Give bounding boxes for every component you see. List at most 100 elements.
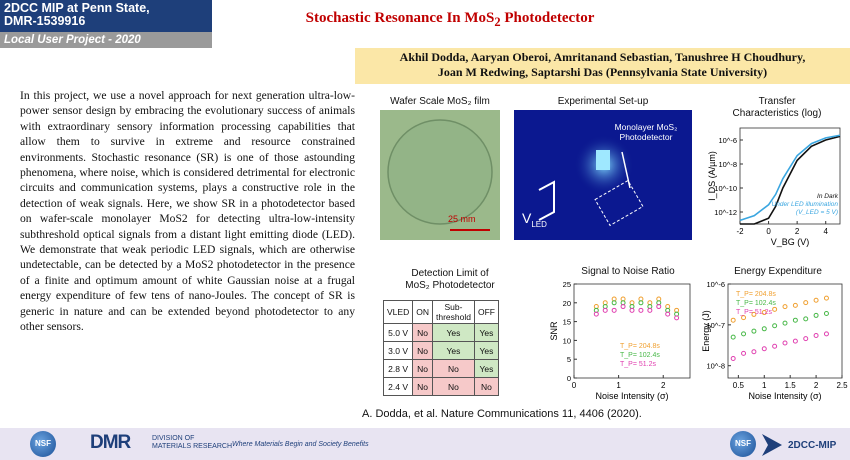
legend-entry: T_P= 204.8s [736, 291, 776, 298]
data-point [741, 315, 747, 321]
cell-on: No [412, 359, 433, 378]
data-point [813, 312, 819, 318]
chart-annotation: (V_LED = 5 V) [796, 209, 838, 216]
x-tick-label: 2 [795, 227, 800, 236]
data-point [782, 340, 788, 346]
x-tick-label: 0 [766, 227, 771, 236]
data-point [823, 310, 829, 316]
data-point [665, 311, 671, 317]
x-tick-label: 2.5 [836, 381, 848, 390]
detector-outline [594, 179, 644, 227]
data-point [782, 320, 788, 326]
data-point [730, 356, 736, 362]
cell-off: No [473, 377, 499, 396]
wafer-scale-label: 25 mm [448, 214, 476, 224]
transfer-label-1: Transfer [758, 96, 796, 107]
data-point [761, 326, 767, 332]
plot-frame [573, 283, 691, 379]
annotation-arrow [621, 151, 631, 189]
data-point [674, 315, 680, 321]
data-point [792, 302, 798, 308]
cell-sub: No [431, 359, 475, 378]
y-tick-label: 20 [563, 299, 571, 308]
x-tick-label: -2 [736, 227, 744, 236]
vled-sub: LED [531, 219, 547, 229]
dmr-subtitle-2: MATERIALS RESEARCH [152, 443, 232, 450]
data-point [751, 349, 757, 355]
badge-project-type: Local User Project - 2020 [0, 32, 212, 48]
cell-sub: No [431, 377, 475, 396]
y-tick-label: 10^-6 [706, 280, 725, 289]
y-tick-label: 10^-8 [718, 160, 737, 169]
x-tick-label: 0.5 [733, 381, 745, 390]
table-row: 2.8 V No No Yes [382, 359, 499, 378]
y-tick-label: 10^-10 [714, 184, 737, 193]
col-subthreshold: Sub-threshold [431, 300, 475, 324]
data-point [647, 307, 653, 313]
data-point [823, 331, 829, 337]
detection-label-1: Detection Limit of [411, 268, 489, 279]
cell-on: No [412, 341, 433, 360]
y-tick-label: 10^-7 [706, 321, 725, 330]
row-vled: 2.4 V [382, 377, 414, 396]
chart-annotation: Under LED illumination [772, 201, 839, 208]
data-point [629, 307, 635, 313]
data-point [823, 295, 829, 301]
data-point [730, 334, 736, 340]
abstract-paragraph: In this project, we use a novel approach… [20, 89, 355, 334]
x-tick-label: 1 [616, 381, 621, 390]
row-vled: 3.0 V [382, 341, 414, 360]
plot-frame [727, 283, 843, 379]
detection-table: VLED ON Sub-threshold OFF 5.0 V No Yes Y… [382, 300, 499, 396]
nsf-logo-left: NSF [30, 431, 56, 457]
y-tick-label: 25 [563, 280, 571, 289]
vled-main: V [522, 210, 532, 226]
data-point [772, 323, 778, 329]
wafer-label: Wafer Scale MoS₂ film [390, 96, 490, 107]
badge-award: DMR-1539916 [4, 14, 86, 28]
authors-line-1: Akhil Dodda, Aaryan Oberoi, Amritanand S… [399, 50, 806, 64]
data-point [803, 336, 809, 342]
y-tick-label: 0 [567, 374, 571, 383]
x-tick-label: 1.5 [785, 381, 797, 390]
table-header-row: VLED ON Sub-threshold OFF [382, 300, 499, 324]
transfer-label: Transfer Characteristics (log) [712, 96, 842, 120]
footer-bar [0, 428, 850, 460]
data-point [803, 316, 809, 322]
snr-label: Signal to Noise Ratio [581, 266, 675, 277]
data-point [761, 310, 767, 316]
table-row: 5.0 V No Yes Yes [382, 323, 499, 342]
energy-chart: 0.5 1 1.5 2 2.5 10^-8 10^-7 10^-6 Noise Intensit… [701, 280, 848, 401]
x-tick-label: 2 [661, 381, 666, 390]
data-point [741, 350, 747, 356]
authors-line-2: Joan M Redwing, Saptarshi Das (Pennsylva… [437, 65, 768, 79]
data-point [638, 300, 644, 306]
data-point [751, 311, 757, 317]
data-point [741, 331, 747, 337]
y-tick-label: 10^-8 [706, 362, 725, 371]
y-tick-label: 10^-12 [714, 208, 737, 217]
setup-label: Experimental Set-up [557, 96, 649, 107]
detection-label: Detection Limit of MoS₂ Photodetector [380, 268, 520, 292]
data-point [761, 346, 767, 352]
legend-entry: T_P= 51.2s [736, 309, 772, 316]
series-line [740, 135, 841, 225]
x-tick-label: 4 [823, 227, 828, 236]
data-point [602, 307, 608, 313]
page-title: Stochastic Resonance In MoS2 Photodetect… [250, 10, 650, 30]
data-point [638, 307, 644, 313]
data-point [772, 306, 778, 312]
x-tick-label: 0 [572, 381, 577, 390]
dmr-logo: DMR [90, 432, 131, 453]
authors-bar [355, 48, 850, 84]
data-point [813, 297, 819, 303]
col-off: OFF [473, 300, 499, 324]
legend-entry: T_P= 102.4s [620, 352, 660, 359]
authors: Akhil Dodda, Aaryan Oberoi, Amritanand S… [355, 50, 850, 80]
data-point [656, 304, 662, 310]
data-point [751, 328, 757, 334]
x-axis-label: Noise Intensity (σ) [595, 391, 668, 401]
badge-program: 2DCC MIP at Penn State, DMR-1539916 [0, 0, 212, 32]
data-point [813, 332, 819, 338]
data-point [730, 317, 736, 323]
